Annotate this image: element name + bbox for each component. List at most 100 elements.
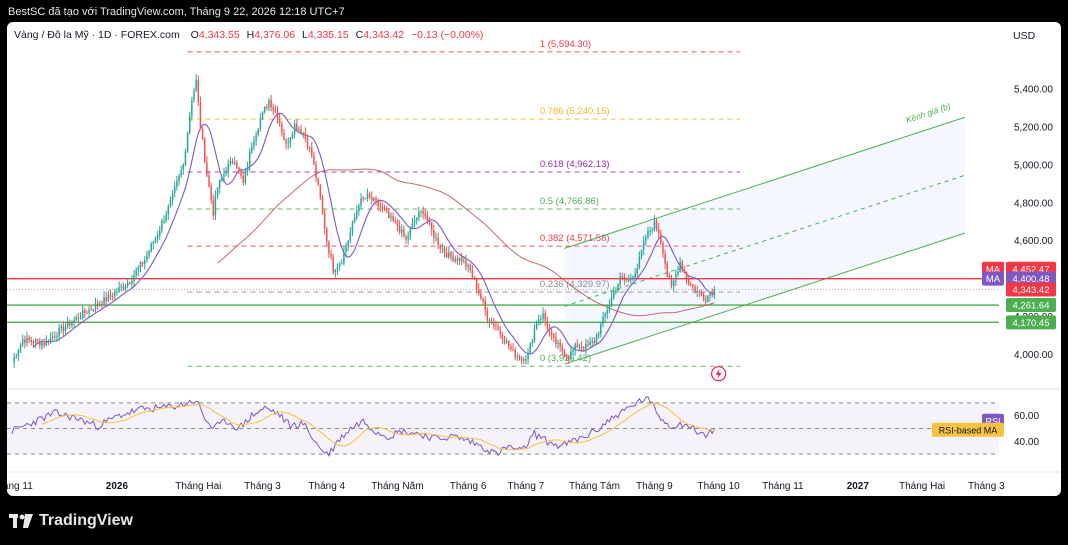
candle-body (520, 359, 523, 361)
candle-body (527, 352, 529, 359)
candle-body (86, 312, 88, 314)
fib-level-label: 0.5 (4,766.86) (540, 196, 599, 207)
candle-body (546, 320, 549, 329)
candle-body (154, 238, 157, 243)
candle-body (420, 211, 422, 213)
event-flash-glyph (715, 368, 722, 379)
candle-body (358, 205, 360, 211)
price-tag-value: 4,452.47 (1013, 264, 1050, 275)
candle-body (542, 313, 544, 319)
candle-body (270, 100, 272, 108)
rsi-tag-label: RSI (985, 416, 1000, 426)
chart-card[interactable]: 1 (5,594.30) 0.786 (5,240.15) 0.618 (4,962… (7, 22, 1061, 496)
candle-body (711, 293, 713, 296)
candle-body (660, 233, 662, 243)
currency-label[interactable]: USD (1013, 30, 1036, 42)
y-tick-label: 5,000.00 (1014, 160, 1053, 171)
candle-body (548, 328, 551, 331)
candle-body (69, 321, 71, 326)
candle-body (159, 230, 161, 235)
candle-body (570, 352, 572, 360)
candle-body (263, 107, 266, 112)
candle-body (625, 279, 628, 281)
candle-body (257, 128, 259, 135)
price-tag-box (1006, 315, 1056, 330)
candle-body (28, 337, 30, 340)
candle-body (62, 326, 65, 331)
candle-body (84, 310, 86, 313)
candle-body (454, 258, 456, 261)
candle-body (516, 356, 519, 358)
candle-body (480, 293, 482, 299)
candle-body (293, 123, 296, 134)
candle-body (373, 198, 375, 201)
candle-body (366, 193, 369, 199)
symbol-title[interactable]: Vàng / Đô la Mỹ · 1D · FOREX.com (14, 29, 180, 41)
candle-body (700, 292, 703, 295)
candle-body (383, 207, 386, 211)
low-label: L (302, 29, 308, 41)
candle-body (390, 216, 392, 218)
close-label: C (355, 29, 364, 41)
x-tick-label: Tháng 11 (7, 481, 33, 492)
candle-body (163, 220, 165, 222)
candle-body (640, 250, 643, 257)
candle-body (595, 335, 598, 344)
candle-body (683, 269, 686, 273)
candle-body (45, 340, 48, 346)
candle-body (225, 171, 227, 174)
candle-body (409, 228, 412, 237)
candle-body (565, 355, 568, 357)
candle-body (32, 341, 35, 344)
candle-body (105, 297, 107, 302)
x-tick-label: Tháng 9 (636, 481, 673, 492)
candle-body (405, 236, 407, 240)
rsi-tick-label: 40.00 (1014, 437, 1039, 448)
header-title: BestSC đã tạo với TradingView.com, Tháng… (8, 6, 345, 18)
candle-body (418, 212, 420, 218)
candle-body (362, 198, 364, 200)
candle-body (169, 200, 172, 206)
candle-body (285, 139, 287, 144)
candle-body (413, 219, 416, 223)
candle-body (21, 339, 24, 345)
candle-body (478, 289, 480, 294)
candle-body (445, 252, 448, 258)
candle-body (452, 256, 454, 261)
candle-body (90, 309, 92, 311)
candle-body (435, 237, 437, 239)
candle-body (469, 265, 471, 271)
candle-body (203, 139, 206, 163)
chart-svg[interactable]: 1 (5,594.30) 0.786 (5,240.15) 0.618 (4,962… (7, 22, 1061, 496)
candle-body (176, 181, 178, 187)
candle-body (92, 309, 95, 311)
candle-body (34, 339, 37, 344)
candle-body (199, 102, 202, 129)
candle-body (238, 167, 240, 170)
candle-body (501, 334, 504, 340)
candle-body (54, 336, 56, 338)
candle-body (508, 341, 510, 347)
candle-body (210, 186, 212, 201)
candles-group (13, 74, 716, 368)
candle-body (666, 263, 668, 277)
candle-body (266, 107, 268, 109)
candle-body (161, 221, 163, 231)
footer-brand-text: TradingView (39, 512, 133, 529)
candle-body (246, 165, 249, 171)
candle-body (503, 339, 506, 343)
candle-body (182, 164, 185, 171)
candle-body (619, 276, 621, 285)
candle-body (313, 155, 315, 165)
candle-body (698, 291, 701, 293)
x-tick-label: Tháng 6 (450, 481, 487, 492)
x-tick-label: 2026 (106, 481, 129, 492)
candle-body (428, 221, 431, 223)
candle-body (396, 221, 399, 227)
candle-body (707, 295, 709, 302)
candle-body (685, 272, 688, 279)
price-tag-value: 4,400.48 (1013, 274, 1050, 285)
candle-body (499, 329, 501, 335)
candle-body (460, 257, 463, 262)
